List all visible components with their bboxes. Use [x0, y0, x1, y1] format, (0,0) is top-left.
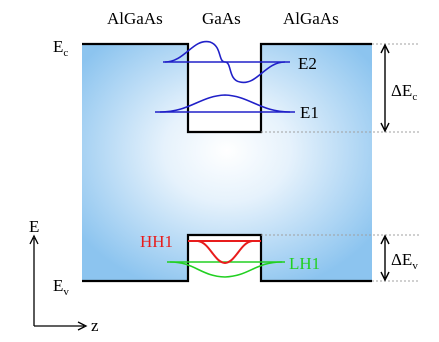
energy-axis-label: E [29, 217, 39, 236]
region-label-left: AlGaAs [107, 9, 163, 28]
region-label-middle: GaAs [202, 9, 241, 28]
e2-wavefunction [164, 40, 286, 84]
lh1-wavefunction [169, 261, 283, 278]
conduction-band-edge [82, 42, 372, 134]
e1-wavefunction [159, 94, 291, 113]
valence-band-edge [82, 233, 372, 283]
lh1-label: LH1 [289, 254, 320, 273]
axes [29, 234, 88, 331]
conduction-edge-label: Ec [53, 37, 68, 59]
e2-label: E2 [298, 54, 317, 73]
e1-label: E1 [300, 103, 319, 122]
conduction-offset-label: ΔEc [391, 81, 417, 103]
valence-offset-label: ΔEv [391, 250, 418, 272]
well-interior [188, 44, 261, 132]
hh1-wavefunction [197, 240, 253, 265]
valence-edge-label: Ev [53, 276, 69, 298]
position-axis-label: z [91, 316, 99, 335]
guide-lines [261, 43, 420, 282]
valence-offset-arrow [380, 234, 390, 282]
conduction-offset-arrow [380, 43, 390, 133]
region-label-right: AlGaAs [283, 9, 339, 28]
hh1-label: HH1 [140, 232, 173, 251]
band-region [82, 44, 372, 281]
